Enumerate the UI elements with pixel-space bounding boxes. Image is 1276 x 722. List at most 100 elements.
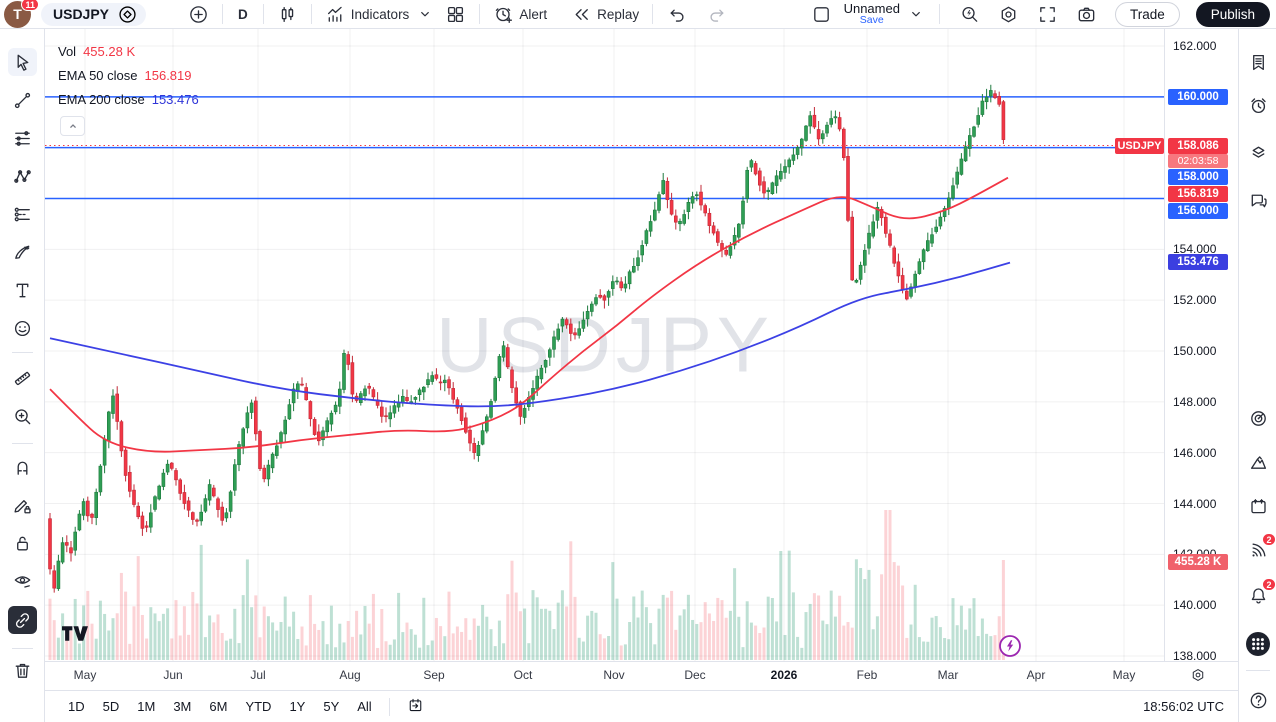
instant-trading-button[interactable] (998, 634, 1022, 661)
range-ytd-button[interactable]: YTD (236, 696, 280, 717)
range-5y-button[interactable]: 5Y (314, 696, 348, 717)
replay-button[interactable]: Replay (565, 2, 645, 27)
tool-magnet[interactable] (8, 453, 37, 481)
time-tick: Dec (684, 668, 706, 682)
legend-volume-row[interactable]: Vol 455.28 K (58, 40, 199, 64)
create-alert-button[interactable]: Alert (487, 2, 553, 27)
tool-emoji[interactable] (8, 314, 37, 342)
undo-icon (666, 4, 687, 25)
top-toolbar: T 11 USDJPY D Indicators Alert (0, 0, 1276, 29)
watchlist-icon (1248, 52, 1269, 73)
sidebar-broadcast-button[interactable]: 2 (1243, 533, 1276, 565)
tool-text[interactable] (8, 276, 37, 304)
tool-cursor[interactable] (8, 48, 37, 76)
range-3m-button[interactable]: 3M (164, 696, 200, 717)
help-icon (1248, 690, 1269, 711)
time-tick: Apr (1026, 668, 1046, 682)
axis-settings-button[interactable] (1180, 663, 1216, 687)
legend-collapse-button[interactable] (60, 116, 85, 136)
save-layout-link[interactable]: Save (859, 14, 884, 27)
time-axis[interactable]: May Jun Jul Aug Sep Oct Nov Dec 2026 Feb Mar Apr May (45, 661, 1238, 690)
trash-icon (12, 660, 33, 681)
layout-box-icon (811, 4, 832, 25)
tool-trend-line[interactable] (8, 86, 37, 114)
quick-search-button[interactable] (953, 2, 986, 27)
user-avatar[interactable]: T 11 (4, 0, 39, 28)
sidebar-layers-button[interactable] (1243, 137, 1273, 167)
legend-ema200-row[interactable]: EMA 200 close 153.476 (58, 88, 199, 112)
go-to-date-button[interactable] (398, 694, 433, 720)
fullscreen-button[interactable] (1031, 2, 1064, 27)
tradingview-logo[interactable] (62, 626, 88, 646)
watchlist-flag-icon[interactable] (117, 4, 138, 25)
publish-button[interactable]: Publish (1195, 1, 1270, 27)
utc-clock[interactable]: 18:56:02 UTC (1143, 699, 1224, 714)
sidebar-watchlist-button[interactable] (1243, 47, 1273, 77)
price-axis[interactable]: 162.000 154.000 152.000 150.000 148.000 146.0… (1164, 29, 1238, 663)
cursor-icon (12, 52, 33, 73)
tool-fib-retracement[interactable] (8, 124, 37, 152)
indicators-favorites-dropdown[interactable] (415, 2, 435, 27)
tool-hide-drawings[interactable] (8, 566, 37, 594)
sidebar-screener-radar-button[interactable] (1243, 403, 1273, 433)
undo-button[interactable] (660, 2, 693, 27)
indicator-templates-button[interactable] (439, 2, 472, 27)
indicators-button[interactable]: Indicators (319, 2, 416, 27)
symbol-watermark: USDJPY (436, 300, 774, 389)
interval-button[interactable]: D (230, 2, 256, 27)
replay-icon (571, 4, 592, 25)
tool-pattern[interactable] (8, 162, 37, 190)
tool-forecast[interactable] (8, 200, 37, 228)
range-1m-button[interactable]: 1M (128, 696, 164, 717)
chart-style-button[interactable] (271, 2, 304, 27)
sidebar-chat-button[interactable] (1243, 185, 1273, 215)
chart-pane[interactable]: USDJPY Vol 455.28 K EMA 50 close 156.819… (45, 29, 1164, 661)
ema200-value: 153.476 (151, 92, 199, 107)
range-6m-button[interactable]: 6M (200, 696, 236, 717)
price-badge: 153.476 (1168, 254, 1228, 270)
layout-block: Unnamed Save Trade Publish (805, 1, 1276, 27)
layout-name-save[interactable]: Unnamed Save (844, 2, 900, 27)
compare-add-symbol-button[interactable] (182, 2, 215, 27)
price-tick: 138.000 (1173, 649, 1217, 663)
tool-lock[interactable] (8, 529, 37, 557)
redo-button[interactable] (701, 2, 734, 27)
symbol-search-button[interactable]: USDJPY (41, 2, 147, 26)
sidebar-alerts-clock-button[interactable] (1243, 90, 1273, 120)
price-chart[interactable] (45, 29, 1164, 661)
ema50-value: 156.819 (144, 68, 192, 83)
range-all-button[interactable]: All (348, 696, 380, 717)
chart-settings-button[interactable] (992, 2, 1025, 27)
tool-link[interactable] (8, 606, 37, 634)
tool-brush[interactable] (8, 238, 37, 266)
range-1d-button[interactable]: 1D (59, 696, 94, 717)
layout-dropdown[interactable] (906, 2, 926, 27)
screener-radar-icon (1248, 408, 1269, 429)
trade-button[interactable]: Trade (1114, 1, 1180, 27)
sidebar-ideas-button[interactable] (1243, 447, 1273, 477)
volume-label: Vol (58, 44, 77, 59)
plus-circle-icon (188, 4, 209, 25)
tool-drawing-edit[interactable] (8, 491, 37, 519)
text-icon (12, 280, 33, 301)
sidebar-help-button[interactable] (1243, 685, 1273, 715)
price-badge: 156.819 (1168, 186, 1228, 202)
tool-zoom-in[interactable] (8, 402, 37, 430)
tool-ruler[interactable] (8, 364, 37, 392)
layout-select-button[interactable] (805, 2, 838, 27)
snapshot-button[interactable] (1070, 2, 1103, 27)
notifications-bell-icon (1248, 585, 1269, 606)
toolbar-divider (12, 648, 33, 649)
sidebar-apps-button[interactable] (1243, 629, 1273, 659)
sidebar-calendar-button[interactable] (1243, 491, 1273, 521)
count-badge: 2 (1262, 578, 1276, 591)
hide-drawings-icon (12, 570, 33, 591)
alerts-clock-icon (1248, 95, 1269, 116)
range-5d-button[interactable]: 5D (94, 696, 129, 717)
tool-trash[interactable] (8, 656, 37, 684)
legend-ema50-row[interactable]: EMA 50 close 156.819 (58, 64, 199, 88)
range-1y-button[interactable]: 1Y (280, 696, 314, 717)
gear-icon (998, 4, 1019, 25)
time-tick: May (73, 668, 97, 682)
sidebar-notifications-bell-button[interactable]: 2 (1243, 578, 1276, 610)
